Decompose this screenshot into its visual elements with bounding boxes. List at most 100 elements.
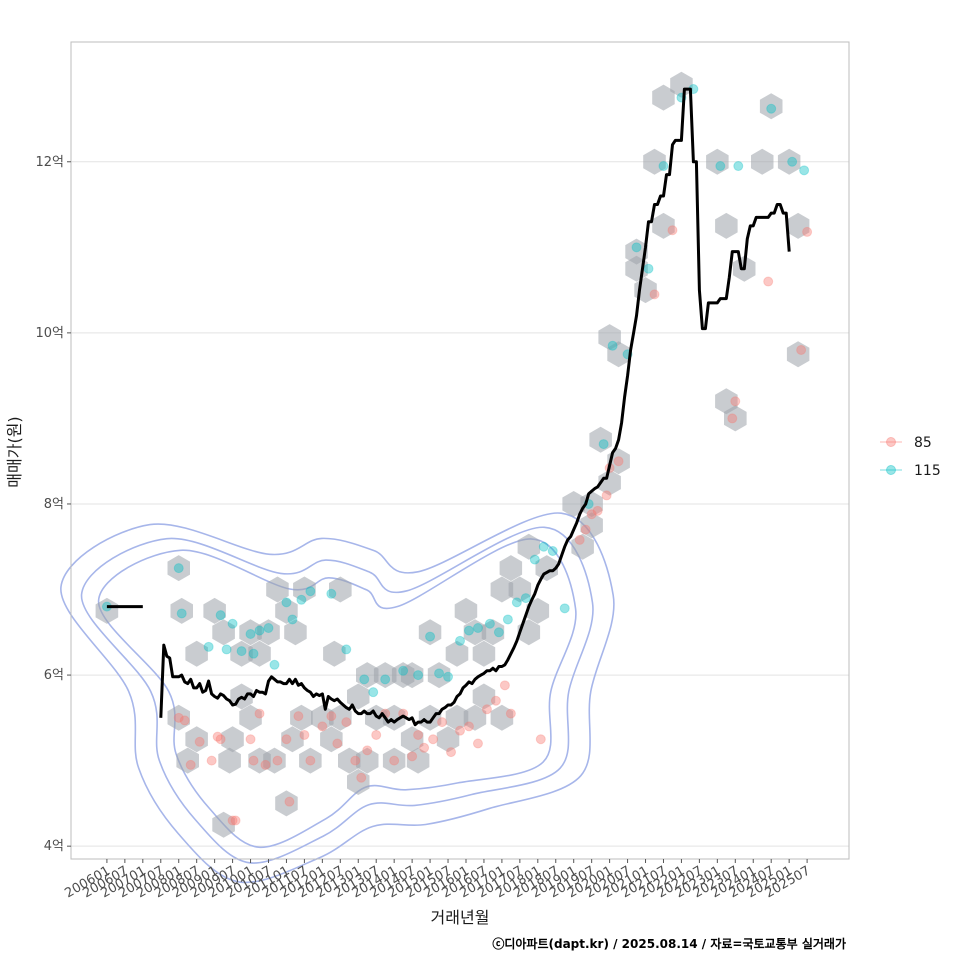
point-115 [511,597,522,608]
point-85 [763,276,774,287]
hexbin-cell [652,84,675,111]
point-85 [601,490,612,501]
legend-key-point [886,437,896,447]
hexbin-cell [203,597,226,624]
hexbin-cell [643,148,666,175]
y-tick-label: 6억 [44,668,64,683]
point-115 [287,614,298,625]
hexbin-cell [170,597,193,624]
point-115 [248,648,259,659]
point-85 [371,729,382,740]
point-115 [799,165,810,176]
hexbin-cell [535,555,558,582]
point-115 [305,586,316,597]
point-85 [194,736,205,747]
point-115 [236,646,247,657]
point-85 [350,755,361,766]
point-85 [305,755,316,766]
hexbin-cell [472,683,496,710]
point-85 [613,456,624,467]
x-axis-title: 거래년월 [431,908,490,927]
point-115 [520,593,531,604]
hexbin-cell [320,726,343,753]
point-85 [802,226,813,237]
density-contour [60,512,615,884]
point-115 [425,631,436,642]
point-85 [505,708,516,719]
y-axis: 4억 6억 8억 10억 12억 [35,155,71,854]
hexbin-cell [257,619,280,646]
point-115 [281,597,292,608]
point-85 [227,815,238,826]
point-115 [341,644,352,655]
hexbin-cell [418,704,442,731]
hexbin-cell [571,533,594,560]
point-85 [332,738,343,749]
point-85 [535,734,546,745]
caption: ⓒ디아파트(dapt.kr) / 2025.08.14 / 자료=국토교통부 실… [492,936,846,951]
point-85 [212,731,223,742]
point-115 [359,674,370,685]
hexbin-cell [338,747,361,774]
hexbin-cell [706,148,729,175]
point-115 [413,670,424,681]
legend-label: 115 [914,463,941,479]
point-85 [293,711,304,722]
point-85 [281,734,292,745]
point-85 [230,815,241,826]
point-85 [499,680,510,691]
point-85 [215,734,226,745]
point-115 [380,674,391,685]
plot-panel-border [70,41,850,860]
point-115 [766,103,777,114]
point-85 [326,711,337,722]
point-115 [598,439,609,450]
y-tick-label: 4억 [44,839,64,854]
point-115 [547,546,558,557]
point-115 [472,623,483,634]
x-axis: 2006012006072007012007072008012008072009… [62,859,813,901]
point-115 [455,635,465,646]
point-85 [413,729,424,740]
point-115 [215,610,226,621]
point-85 [428,734,439,745]
hexbin-cell [176,747,199,774]
point-115 [733,161,744,172]
hexbin-cell [275,597,298,624]
point-115 [607,340,618,351]
point-115 [434,668,445,679]
point-115 [263,623,274,634]
point-85 [317,721,328,732]
hexbin-cell [580,491,603,517]
point-85 [362,745,373,756]
scatter-points [101,84,813,826]
point-85 [260,759,271,770]
hexbin-cell [239,704,262,731]
point-115 [631,242,642,253]
hexbin-cell [759,93,783,120]
hexbin-cell [777,148,801,175]
hexbin-cell [751,148,774,175]
point-115 [398,665,409,676]
hexbin-cell [167,555,190,582]
hexbin-cell [463,619,487,646]
hexbin-cell [293,576,316,603]
point-85 [649,289,660,300]
hexbin-cell [266,576,289,603]
point-115 [529,554,540,565]
point-85 [254,708,265,719]
point-85 [248,755,259,766]
hexbin-cell [490,704,514,731]
density-contour [97,538,577,849]
hexbin-cell [311,704,334,731]
hexbin-cell [589,426,612,453]
point-115 [269,659,280,670]
hexbin-cell [323,640,346,667]
point-115 [493,627,504,638]
trend-segment-main [159,87,791,727]
median-trend-line [106,87,791,727]
point-85 [173,712,184,723]
y-tick-label: 8억 [44,497,64,512]
